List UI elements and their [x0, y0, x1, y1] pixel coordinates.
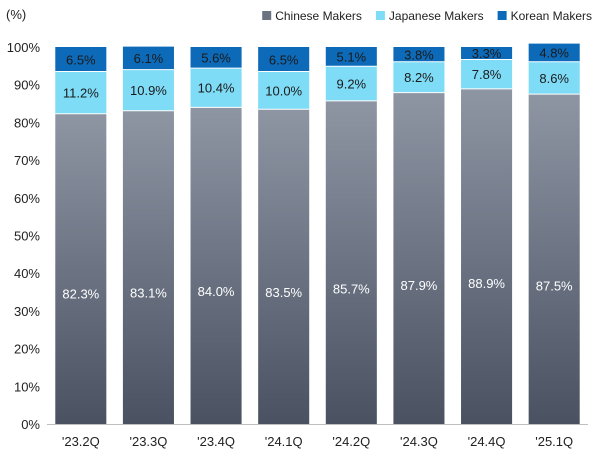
y-tick-label: 10% — [14, 379, 40, 394]
bar-segment — [55, 47, 107, 72]
data-label: 83.1% — [130, 285, 167, 300]
legend-label: Chinese Makers — [275, 9, 362, 23]
data-label: 6.5% — [66, 52, 96, 67]
data-label: 82.3% — [62, 287, 99, 302]
x-tick-label: '24.1Q — [265, 434, 303, 449]
bar-segment — [461, 59, 513, 89]
y-tick-label: 100% — [7, 40, 41, 55]
y-tick-label: 0% — [21, 417, 40, 432]
bar-segment — [528, 43, 580, 62]
y-tick-label: 30% — [14, 304, 40, 319]
x-axis: '23.2Q '23.3Q '23.4Q '24.1Q '24.2Q '24.3Q '24.… — [47, 424, 588, 449]
bar-segment — [325, 47, 377, 67]
data-label: 6.1% — [134, 51, 164, 66]
unit-label: (%) — [6, 7, 26, 22]
bar-segment — [393, 61, 445, 93]
legend-label: Korean Makers — [511, 9, 592, 23]
bars: 82.3% 11.2% 6.5% 83.1% 10.9% 6.1% 84.0% 10.4% 5.… — [55, 43, 580, 425]
data-label: 5.1% — [336, 50, 366, 65]
bar-segment — [122, 110, 174, 424]
bar-segment — [461, 47, 513, 60]
data-label: 11.2% — [63, 86, 99, 101]
legend-swatch — [497, 11, 507, 20]
data-label: 4.8% — [539, 46, 569, 61]
x-tick-label: '24.4Q — [468, 434, 506, 449]
data-label: 84.0% — [198, 284, 235, 299]
bar-segment — [258, 71, 310, 110]
bar-segment — [122, 69, 174, 111]
legend-swatch — [262, 11, 272, 20]
y-axis: 0% 10% 20% 30% 40% 50% 60% 70% 80% 90% 100% — [7, 40, 41, 432]
data-label: 3.3% — [472, 46, 502, 61]
data-label: 10.0% — [265, 83, 302, 98]
bar-segment — [528, 94, 580, 424]
y-tick-label: 40% — [14, 266, 40, 281]
data-label: 87.9% — [401, 278, 438, 293]
y-tick-label: 20% — [14, 342, 40, 357]
data-label: 87.5% — [536, 278, 573, 293]
data-label: 83.5% — [265, 285, 302, 300]
y-tick-label: 70% — [14, 153, 40, 168]
data-label: 88.9% — [468, 276, 505, 291]
data-label: 10.4% — [198, 81, 235, 96]
data-label: 7.8% — [472, 67, 502, 82]
data-label: 6.5% — [269, 52, 299, 67]
bar-segment — [258, 47, 310, 72]
bar-segment — [528, 61, 580, 95]
legend: Chinese Makers Japanese Makers Korean Make… — [262, 9, 592, 23]
legend-label: Japanese Makers — [389, 9, 484, 23]
x-tick-label: '23.2Q — [62, 434, 100, 449]
bar-segment — [55, 113, 107, 424]
x-tick-label: '24.3Q — [400, 434, 438, 449]
y-tick-label: 90% — [14, 78, 40, 93]
x-tick-label: '23.3Q — [129, 434, 167, 449]
legend-swatch — [375, 11, 385, 20]
bar-segment — [393, 47, 445, 62]
y-tick-label: 60% — [14, 191, 40, 206]
data-label: 8.6% — [539, 71, 569, 86]
bar-segment — [461, 88, 513, 425]
x-tick-label: '25.1Q — [535, 434, 573, 449]
bar-segment — [325, 100, 377, 424]
bar-segment — [325, 66, 377, 101]
data-label: 3.8% — [404, 47, 434, 62]
y-tick-label: 80% — [14, 115, 40, 130]
bar-segment — [55, 71, 107, 114]
y-tick-label: 50% — [14, 229, 40, 244]
bar-segment — [190, 68, 242, 108]
x-tick-label: '23.4Q — [197, 434, 235, 449]
data-label: 85.7% — [333, 281, 370, 296]
data-label: 10.9% — [130, 83, 167, 98]
data-label: 5.6% — [201, 51, 231, 66]
bar-segment — [190, 107, 242, 424]
bar-segment — [190, 47, 242, 69]
x-tick-label: '24.2Q — [332, 434, 370, 449]
data-label: 8.2% — [404, 70, 434, 85]
data-label: 9.2% — [336, 77, 366, 92]
bar-segment — [122, 46, 174, 70]
bar-segment — [258, 109, 310, 424]
bar-segment — [393, 92, 445, 424]
